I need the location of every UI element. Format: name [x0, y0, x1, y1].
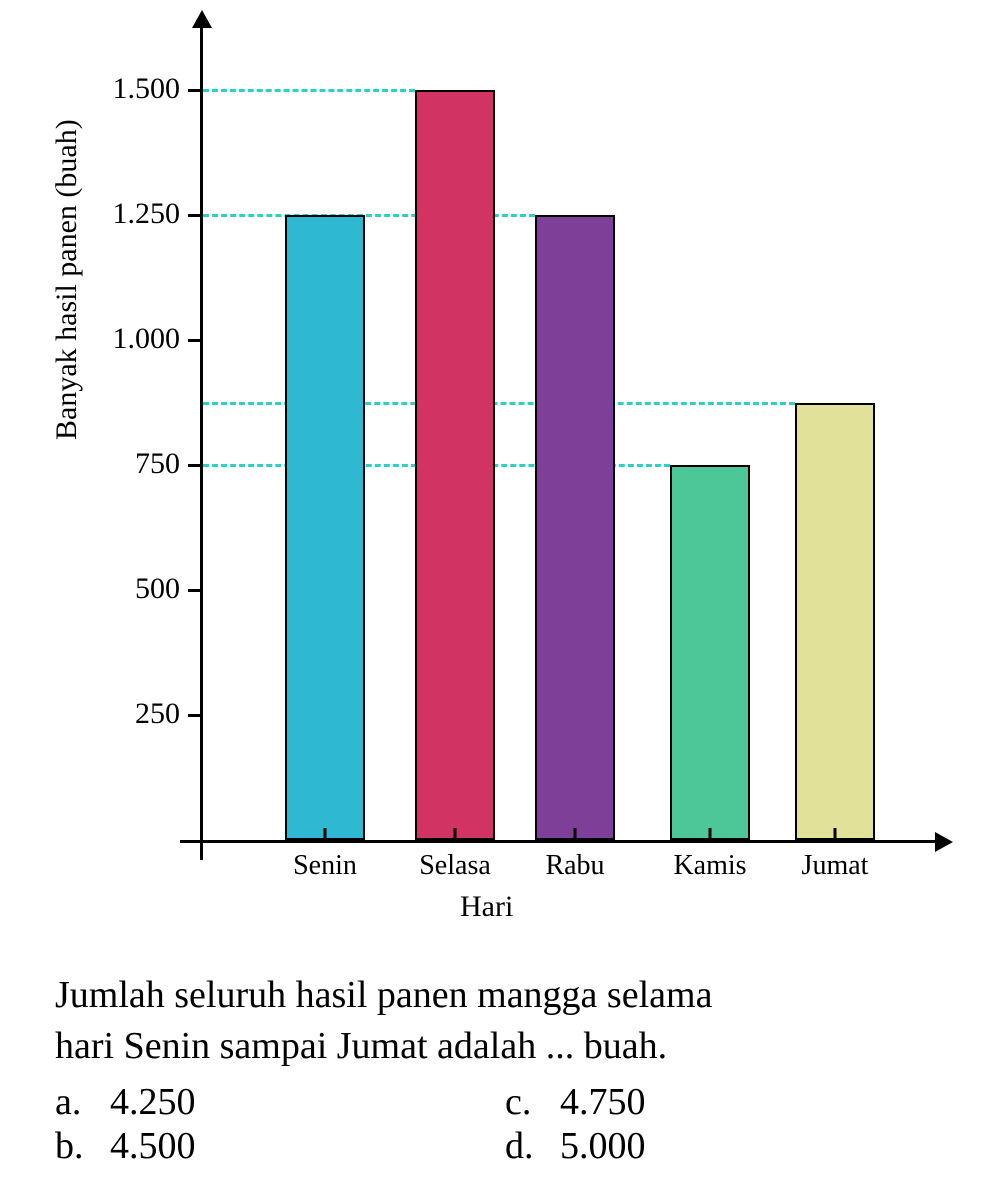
x-category-label: Senin — [293, 850, 357, 882]
option-a-text: 4.250 — [110, 1080, 196, 1124]
bar-jumat — [795, 403, 875, 841]
bar-selasa — [415, 90, 495, 840]
question-line1: Jumlah seluruh hasil panen mangga selama — [55, 974, 712, 1016]
ytick-label: 750 — [135, 447, 180, 481]
option-c-text: 4.750 — [560, 1080, 646, 1124]
question-text: Jumlah seluruh hasil panen mangga selama… — [55, 970, 955, 1073]
ytick — [188, 714, 202, 717]
ytick — [188, 214, 202, 217]
x-axis — [180, 840, 940, 843]
ytick — [188, 89, 202, 92]
plot-area: 2505007501.0001.2501.500 SeninSelasaRabu… — [200, 40, 940, 840]
option-a-letter: a. — [55, 1080, 110, 1124]
bar-kamis — [670, 465, 750, 840]
option-d-letter: d. — [505, 1124, 560, 1168]
ytick-label: 1.250 — [113, 197, 181, 231]
y-axis — [200, 20, 203, 860]
gridline — [203, 89, 415, 92]
ytick-label: 1.500 — [113, 72, 181, 106]
x-category-label: Selasa — [419, 850, 491, 882]
ytick — [188, 589, 202, 592]
x-category-label: Rabu — [545, 850, 604, 882]
option-b-text: 4.500 — [110, 1124, 196, 1168]
bar-tick — [324, 828, 327, 840]
ytick — [188, 339, 202, 342]
y-axis-arrow — [192, 10, 212, 28]
x-category-label: Kamis — [673, 850, 746, 882]
bar-tick — [709, 828, 712, 840]
option-b-letter: b. — [55, 1124, 110, 1168]
bar-senin — [285, 215, 365, 840]
option-c: c. 4.750 — [505, 1080, 955, 1124]
option-d-text: 5.000 — [560, 1124, 646, 1168]
option-a: a. 4.250 — [55, 1080, 505, 1124]
answer-options: a. 4.250 c. 4.750 b. 4.500 d. 5.000 — [55, 1080, 955, 1168]
chart-container: Banyak hasil panen (buah) Hari 250500750… — [60, 20, 940, 920]
option-b: b. 4.500 — [55, 1124, 505, 1168]
option-d: d. 5.000 — [505, 1124, 955, 1168]
x-axis-label: Hari — [460, 890, 513, 924]
ytick-label: 250 — [135, 697, 180, 731]
y-axis-label: Banyak hasil panen (buah) — [50, 119, 84, 440]
bar-tick — [834, 828, 837, 840]
x-category-label: Jumat — [802, 850, 869, 882]
bar-rabu — [535, 215, 615, 840]
question-line2: hari Senin sampai Jumat adalah ... buah. — [55, 1025, 667, 1067]
option-c-letter: c. — [505, 1080, 560, 1124]
bar-tick — [454, 828, 457, 840]
ytick-label: 500 — [135, 572, 180, 606]
x-axis-arrow — [935, 832, 953, 852]
ytick-label: 1.000 — [113, 322, 181, 356]
ytick — [188, 464, 202, 467]
bar-tick — [574, 828, 577, 840]
